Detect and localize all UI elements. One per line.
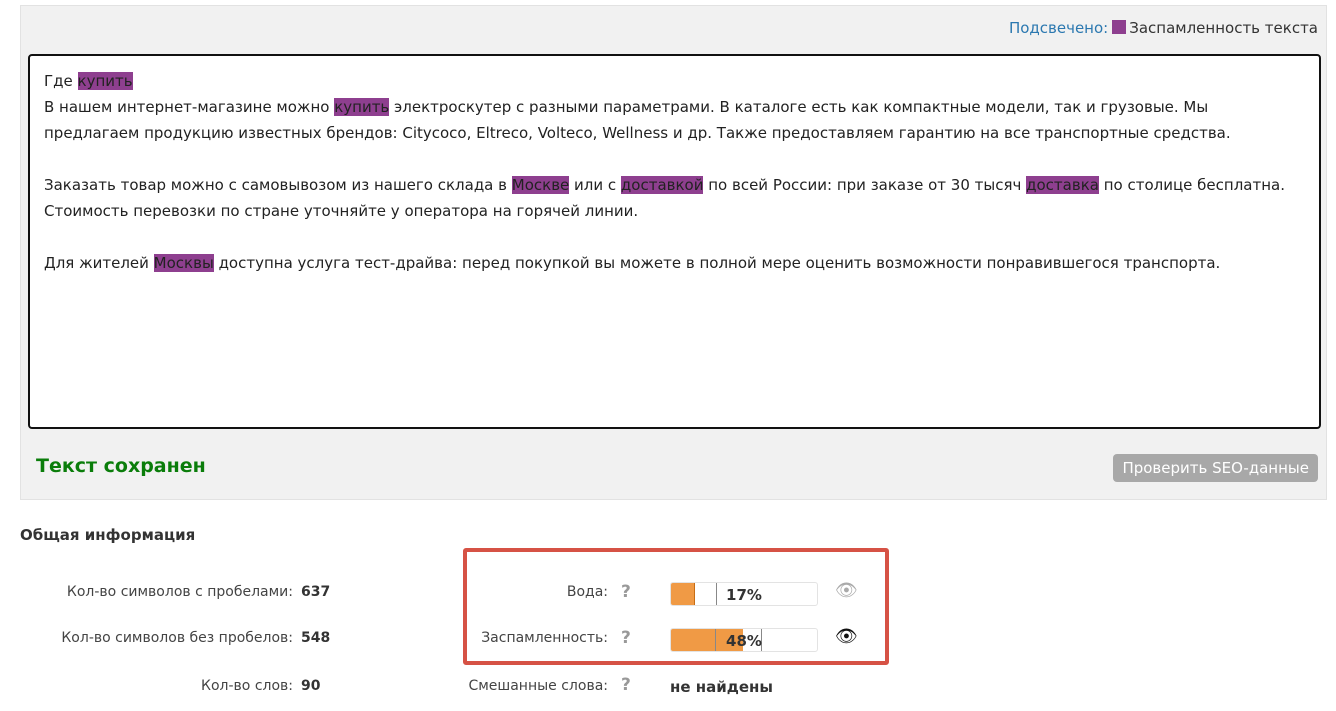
paragraph: Для жителей Москвы доступна услуга тест-…	[44, 250, 1305, 276]
spam-keyword-highlight: Москвы	[153, 254, 214, 272]
highlight-legend: Подсвечено: Заспамленность текста	[1009, 19, 1318, 37]
spam-keyword-highlight: купить	[334, 98, 390, 116]
words-label: Кол-во слов:	[201, 678, 293, 694]
text-segment: доступна услуга тест-драйва: перед покуп…	[213, 254, 1221, 272]
spam-bar: 48%	[670, 628, 818, 652]
water-help-icon[interactable]: ?	[621, 582, 631, 602]
text-segment: по столице бесплатна. Стоимость перевозк…	[44, 176, 1285, 220]
chars-without-spaces-value: 548	[301, 630, 331, 646]
check-seo-button[interactable]: Проверить SEO-данные	[1113, 454, 1318, 482]
spam-keyword-highlight: доставкой	[620, 176, 704, 194]
general-info-title: Общая информация	[20, 526, 196, 544]
chars-without-spaces-label: Кол-во символов без пробелов:	[61, 630, 293, 646]
spam-keyword-highlight: доставка	[1026, 176, 1099, 194]
editor-panel: Подсвечено: Заспамленность текста Где куп…	[20, 5, 1327, 500]
chars-with-spaces-value: 637	[301, 584, 331, 600]
highlight-box	[463, 548, 889, 665]
text-segment: или с	[569, 176, 621, 194]
text-segment: электроскутер с разными параметрами. В к…	[44, 98, 1231, 142]
text-segment: Где	[44, 72, 78, 90]
text-segment: В нашем интернет-магазине можно	[44, 98, 335, 116]
spam-bar-fill	[671, 629, 743, 651]
water-label: Вода:	[566, 584, 608, 600]
spam-help-icon[interactable]: ?	[621, 628, 631, 648]
water-bar-marker	[716, 583, 717, 605]
legend-item[interactable]: Заспамленность текста	[1129, 19, 1318, 37]
water-value: 17%	[726, 586, 762, 604]
eye-icon[interactable]: 👁	[835, 580, 858, 601]
legend-label: Подсвечено:	[1008, 19, 1109, 37]
text-segment: Заказать товар можно с самовывозом из на…	[44, 176, 512, 194]
eye-icon-active[interactable]: 👁	[835, 626, 858, 647]
legend-swatch	[1112, 20, 1127, 34]
text-segment: Для жителей	[44, 254, 154, 272]
spam-label: Заспамленность:	[481, 630, 608, 646]
spam-value: 48%	[726, 632, 762, 650]
paragraph: Где купить В нашем интернет-магазине можн…	[44, 68, 1305, 146]
spam-bar-marker	[761, 629, 762, 651]
spam-keyword-highlight: Москве	[511, 176, 570, 194]
mixed-words-label: Смешанные слова:	[468, 678, 608, 694]
words-value: 90	[301, 678, 321, 694]
mixed-help-icon[interactable]: ?	[621, 675, 631, 695]
save-status: Текст сохранен	[36, 455, 206, 477]
paragraph: Заказать товар можно с самовывозом из на…	[44, 172, 1305, 224]
water-bar-fill	[671, 583, 695, 605]
text-segment: по всей России: при заказе от 30 тысяч	[703, 176, 1027, 194]
mixed-words-value: не найдены	[670, 678, 773, 696]
water-bar: 17%	[670, 582, 818, 606]
spam-keyword-highlight: купить	[77, 72, 133, 90]
text-editor[interactable]: Где купить В нашем интернет-магазине можн…	[28, 54, 1321, 429]
spam-bar-marker	[715, 629, 716, 651]
chars-with-spaces-label: Кол-во символов с пробелами:	[66, 584, 293, 600]
